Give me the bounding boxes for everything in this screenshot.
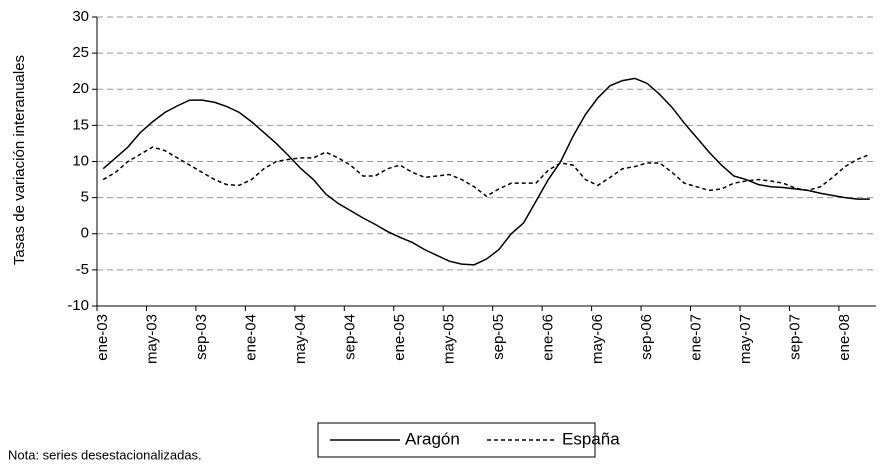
x-tick-label: may-03 (144, 314, 161, 364)
y-tick-label: 0 (81, 225, 89, 242)
y-tick-label: 20 (72, 80, 89, 97)
y-tick-label: 30 (72, 8, 89, 25)
x-tick-label: ene-04 (243, 314, 260, 361)
y-tick-label: -10 (67, 297, 89, 314)
x-tick-label: sep-07 (787, 314, 804, 360)
y-axis-title: Tasas de variación interanuales (11, 55, 28, 265)
series-line (102, 77, 870, 266)
x-tick-label: ene-03 (94, 314, 111, 361)
legend-label: España (562, 429, 620, 448)
x-tick-label: may-05 (440, 314, 457, 364)
series-line (102, 146, 871, 198)
x-tick-label: sep-06 (638, 314, 655, 360)
x-tick-label: ene-06 (539, 314, 556, 361)
note: Nota: series desestacionalizadas. (8, 447, 202, 462)
x-tick-label: sep-04 (341, 314, 358, 360)
x-tick-label: may-07 (737, 314, 754, 364)
y-tick-label: 15 (72, 116, 89, 133)
y-tick-label: 5 (81, 189, 89, 206)
y-tick-label: -5 (76, 261, 89, 278)
x-tick-label: ene-05 (391, 314, 408, 361)
x-tick-label: sep-03 (193, 314, 210, 360)
y-tick-label: 25 (72, 44, 89, 61)
x-tick-label: ene-08 (836, 314, 853, 361)
x-tick-label: may-04 (292, 314, 309, 364)
x-tick-label: ene-07 (688, 314, 705, 361)
x-tick-label: sep-05 (490, 314, 507, 360)
x-tick-label: may-06 (589, 314, 606, 364)
y-tick-label: 10 (72, 152, 89, 169)
legend-label: Aragón (405, 429, 460, 448)
